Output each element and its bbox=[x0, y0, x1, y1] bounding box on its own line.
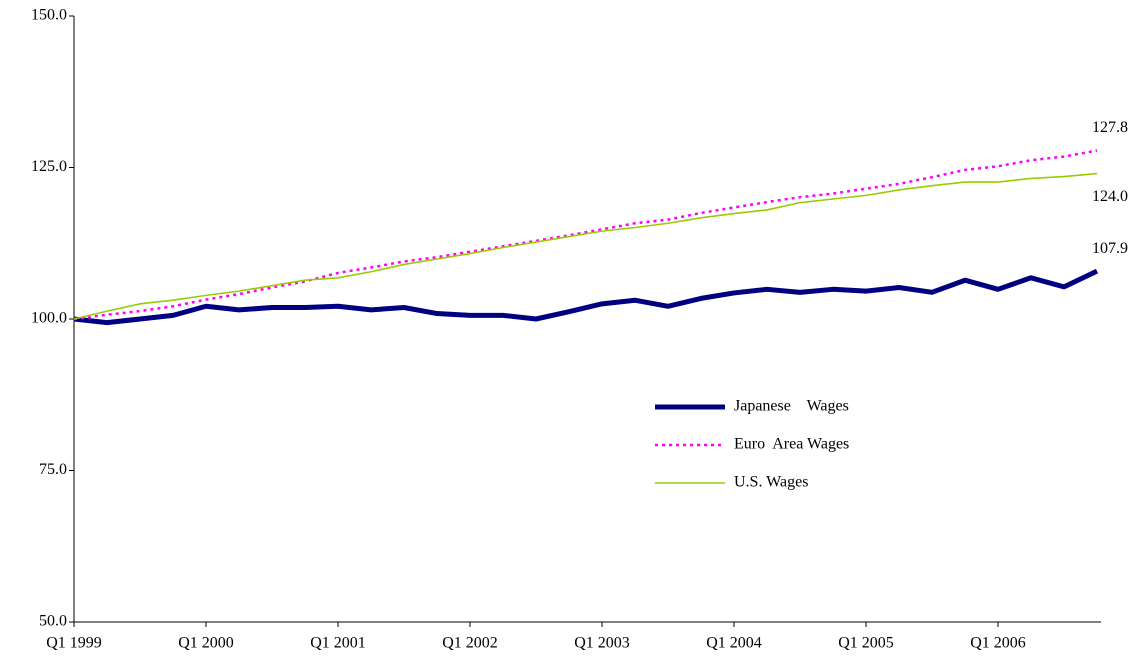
x-tick-label: Q1 2005 bbox=[838, 635, 894, 652]
y-tick-label: 125.0 bbox=[31, 158, 67, 175]
x-tick-label: Q1 2000 bbox=[178, 635, 234, 652]
y-tick-label: 150.0 bbox=[31, 7, 67, 24]
line-series bbox=[73, 149, 1098, 321]
legend-label: Euro Area Wages bbox=[734, 436, 849, 453]
y-tick-label: 100.0 bbox=[31, 310, 67, 327]
x-tick-label: Q1 2001 bbox=[310, 635, 366, 652]
x-tick-label: Q1 2002 bbox=[442, 635, 498, 652]
line-series bbox=[73, 172, 1098, 320]
data-label: 124.0 bbox=[1092, 188, 1128, 205]
data-label: 107.9 bbox=[1092, 240, 1128, 257]
x-tick-label: Q1 2003 bbox=[574, 635, 630, 652]
legend-label: Japanese Wages bbox=[734, 398, 849, 415]
data-label: 127.8 bbox=[1092, 119, 1128, 136]
y-tick-label: 50.0 bbox=[39, 613, 67, 630]
line-series bbox=[73, 268, 1099, 326]
x-tick-label: Q1 2004 bbox=[706, 635, 762, 652]
x-tick-label: Q1 1999 bbox=[46, 635, 102, 652]
x-tick-label: Q1 2006 bbox=[970, 635, 1026, 652]
y-tick-label: 75.0 bbox=[39, 461, 67, 478]
legend-label: U.S. Wages bbox=[734, 474, 808, 491]
